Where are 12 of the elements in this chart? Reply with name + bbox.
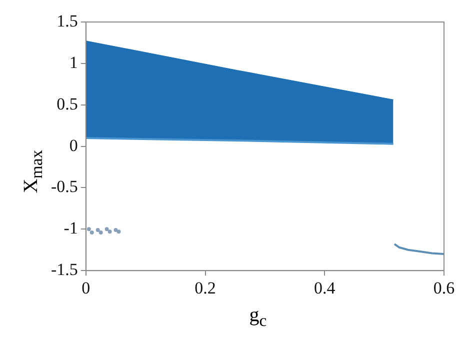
y-tick-label: -0.5 (50, 177, 78, 196)
x-tick-label: 0.2 (194, 278, 216, 298)
y-tick-label: 0 (69, 136, 78, 155)
y-tick-label: -1.5 (50, 260, 78, 280)
x-tick-label: 0.4 (314, 278, 336, 298)
y-tick-label: 1.5 (56, 11, 78, 30)
x-axis-title: g$_{c}$ (249, 304, 267, 331)
x-tick-label: 0.6 (433, 278, 455, 298)
x-tick-label: 0 (82, 278, 90, 298)
y-tick-label: -1 (64, 218, 78, 238)
y-tick-label: 1 (69, 52, 78, 72)
y-tick-label: 0.5 (56, 94, 78, 114)
